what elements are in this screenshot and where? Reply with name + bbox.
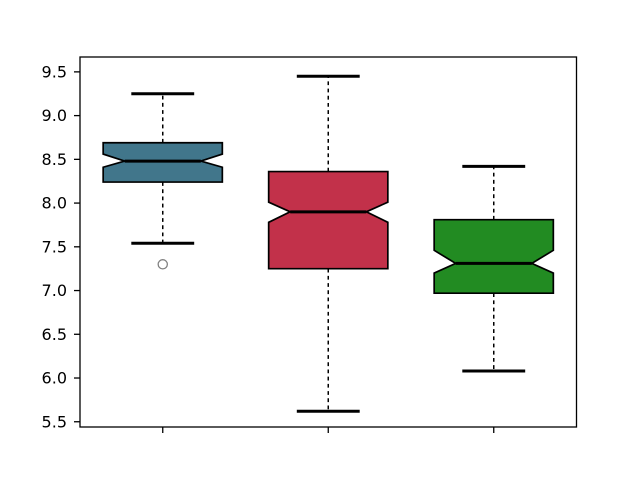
y-tick-label: 6.5 (42, 325, 67, 344)
y-tick-label: 7.5 (42, 237, 67, 256)
y-tick-label: 8.0 (42, 194, 67, 213)
y-tick-label: 9.5 (42, 62, 67, 81)
box-2-notched-box (267, 170, 389, 270)
y-tick-label: 6.0 (42, 369, 67, 388)
y-tick-label: 7.0 (42, 281, 67, 300)
y-tick-label: 8.5 (42, 150, 67, 169)
y-tick-label: 9.0 (42, 106, 67, 125)
box-3-notched-box (433, 218, 555, 295)
box-1-outlier-marker (157, 259, 168, 270)
y-tick-label: 5.5 (42, 412, 67, 431)
